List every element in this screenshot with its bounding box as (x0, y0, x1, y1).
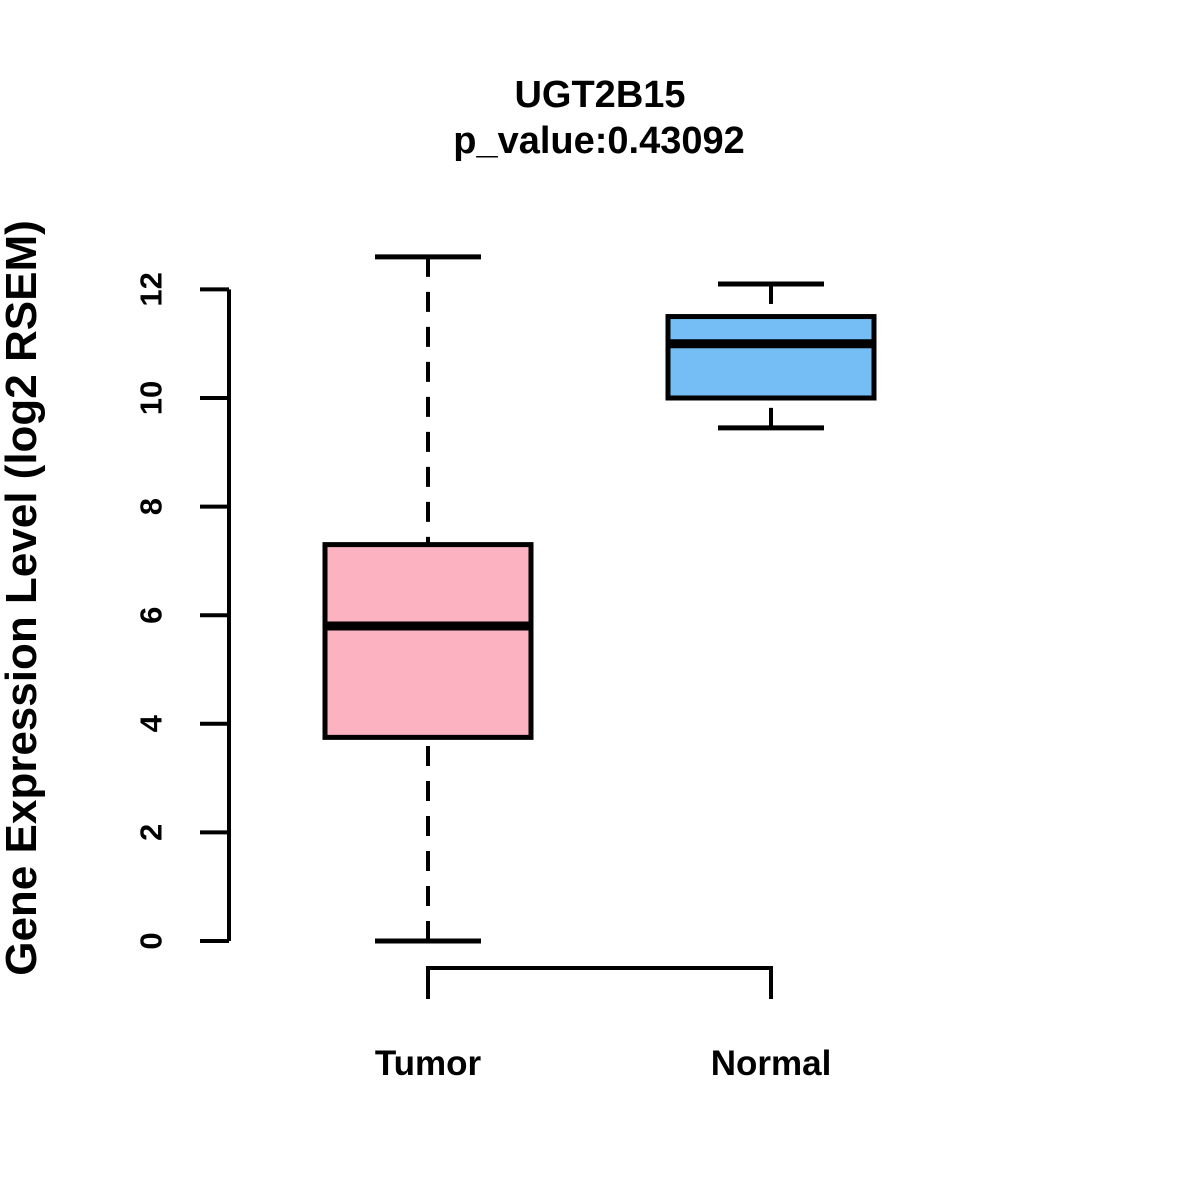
y-tick-label: 6 (134, 607, 169, 624)
chart-subtitle: p_value:0.43092 (453, 120, 745, 162)
x-axis: Tumor Normal (375, 966, 832, 1083)
y-tick-label: 8 (134, 498, 169, 515)
y-axis: 0 2 4 6 8 10 12 (134, 272, 231, 950)
y-tick-label: 12 (134, 272, 169, 306)
y-tick-label: 2 (134, 824, 169, 841)
chart-title: UGT2B15 (514, 74, 685, 116)
y-tick-label: 4 (134, 714, 169, 732)
iqr-box (665, 314, 877, 401)
x-axis-bracket (426, 966, 773, 999)
x-category-label-normal: Normal (711, 1044, 832, 1083)
y-tick-label: 10 (134, 381, 169, 415)
plot-area (322, 254, 877, 944)
box-group-normal (665, 281, 877, 431)
x-category-label-tumor: Tumor (375, 1044, 482, 1083)
box-group-tumor (322, 254, 534, 944)
iqr-box (322, 542, 534, 740)
y-tick-label: 0 (134, 932, 169, 949)
y-axis-title: Gene Expression Level (log2 RSEM) (0, 220, 46, 976)
